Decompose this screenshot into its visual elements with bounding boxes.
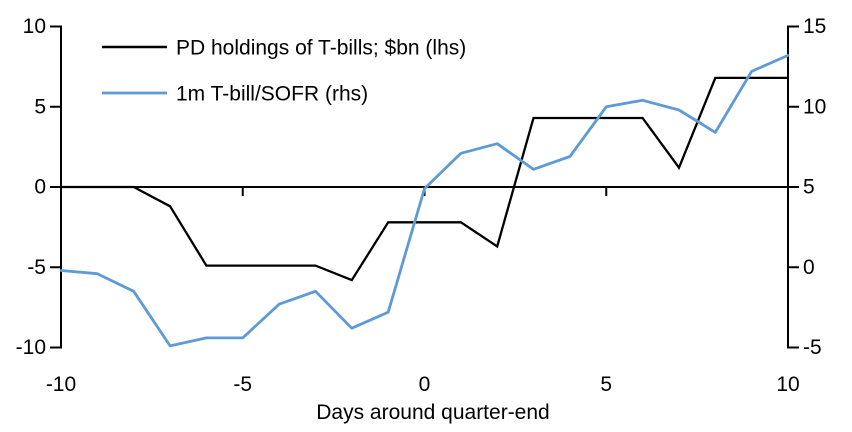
x-axis-title: Days around quarter-end (316, 401, 549, 424)
left-axis-tick-label: -5 (27, 256, 46, 279)
left-axis-tick-label: 0 (34, 176, 46, 199)
x-axis-tick-label: -5 (233, 373, 252, 396)
series-line-0 (59, 76, 790, 282)
x-axis-tick-label: 5 (600, 373, 612, 396)
right-axis-tick-label: 15 (803, 15, 826, 38)
x-axis-tick-label: -10 (46, 373, 76, 396)
right-axis-tick-label: 5 (803, 176, 815, 199)
right-axis-tick-label: -5 (803, 336, 822, 359)
x-axis-tick-label: 10 (776, 373, 799, 396)
x-axis-tick-label: 0 (419, 373, 431, 396)
left-axis-tick-label: -10 (16, 336, 46, 359)
left-axis-tick-label: 10 (23, 15, 46, 38)
left-axis-tick-label: 5 (34, 95, 46, 118)
right-axis-tick-label: 10 (803, 95, 826, 118)
tick-labels: 10 5 0 -5 -10 15 10 5 0 -5 -10 -5 0 5 10 (16, 15, 827, 396)
legend-label-tbill-sofr: 1m T-bill/SOFR (rhs) (176, 83, 368, 106)
series-lines (59, 54, 790, 348)
series-line-1 (59, 54, 790, 348)
legend: PD holdings of T-bills; $bn (lhs) 1m T-b… (102, 37, 466, 106)
right-axis-tick-label: 0 (803, 256, 815, 279)
legend-label-pd-holdings: PD holdings of T-bills; $bn (lhs) (176, 37, 466, 60)
